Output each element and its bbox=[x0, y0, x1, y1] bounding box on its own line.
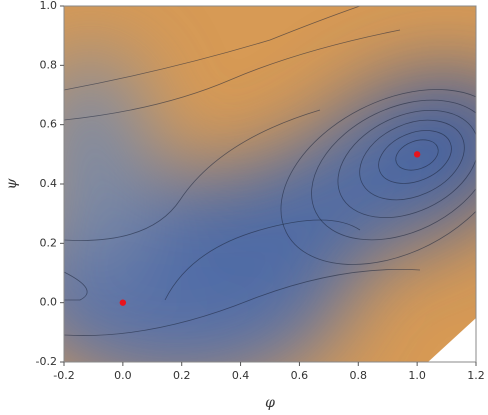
x-tick-label: 1.0 bbox=[408, 369, 426, 382]
x-tick-label: 1.2 bbox=[467, 369, 485, 382]
y-tick-label: 0.2 bbox=[40, 236, 58, 249]
point bbox=[119, 299, 127, 306]
y-tick-label: 0.6 bbox=[40, 118, 58, 131]
x-tick-label: 0.2 bbox=[173, 369, 191, 382]
y-axis-label: ψ bbox=[4, 177, 20, 189]
x-tick-label: 0.8 bbox=[350, 369, 368, 382]
x-tick-label: 0.0 bbox=[114, 369, 132, 382]
y-tick-label: 0.0 bbox=[40, 296, 58, 309]
x-axis-label: φ bbox=[265, 395, 275, 411]
contour-field bbox=[64, 6, 476, 362]
y-tick-label: 0.4 bbox=[40, 177, 58, 190]
y-tick-label: -0.2 bbox=[36, 355, 57, 368]
x-tick-label: -0.2 bbox=[53, 369, 74, 382]
x-tick-label: 0.6 bbox=[291, 369, 309, 382]
y-tick-label: 0.8 bbox=[40, 58, 58, 71]
y-tick-label: 1.0 bbox=[40, 0, 58, 12]
x-tick-label: 0.4 bbox=[232, 369, 250, 382]
point bbox=[413, 151, 421, 158]
